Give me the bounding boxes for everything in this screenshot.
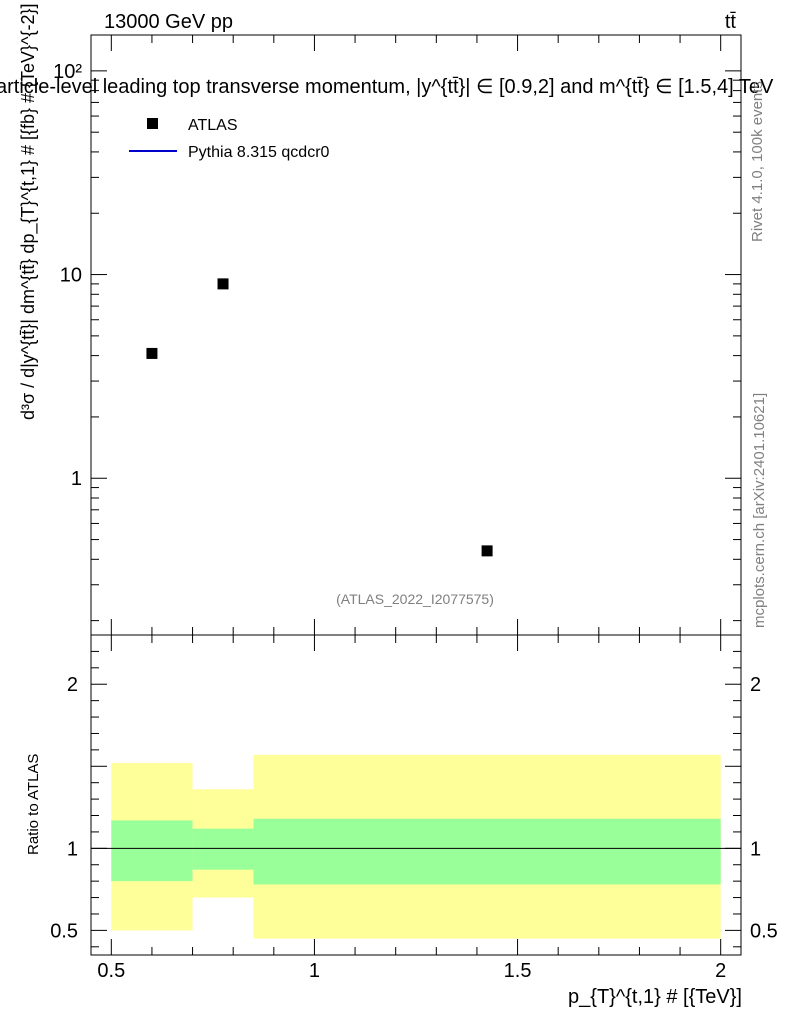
ratio-frame: [90, 634, 742, 956]
data-points: [146, 278, 493, 557]
ratio-y-tick-label-left: 2: [67, 674, 78, 696]
x-tick-label: 1: [309, 960, 320, 982]
ratio-y-axis-label: Ratio to ATLAS: [25, 754, 42, 855]
legend-label-atlas: ATLAS: [188, 117, 238, 134]
atlas-data-point: [481, 545, 493, 557]
analysis-id: (ATLAS_2022_I2077575): [336, 591, 494, 607]
ratio-y-tick-label-left: 0.5: [50, 920, 78, 942]
ratio-y-tick-label-left: 1: [67, 838, 78, 860]
main-y-axis-label: d³σ / d|y^{tt̄}| dm^{tt̄} dp_{T}^{t,1} #…: [18, 3, 39, 420]
ratio-y-tick-label-right: 1: [750, 838, 761, 860]
mcplots-label: mcplots.cern.ch [arXiv:2401.10621]: [751, 393, 768, 628]
band-inner-2: [253, 818, 721, 885]
main-y-tick-label: 10: [60, 265, 82, 287]
process-label: tt̄: [725, 11, 737, 33]
plot-title: article-level leading top transverse mom…: [0, 76, 774, 98]
x-tick-label: 2: [715, 960, 726, 982]
ratio-bands: [91, 754, 741, 939]
legend-marker-atlas: [147, 118, 158, 129]
ratio-y-tick-label-right: 2: [750, 674, 761, 696]
main-y-tick-label: 10²: [53, 61, 82, 83]
energy-label: 13000 GeV pp: [104, 11, 233, 33]
x-tick-label: 1.5: [504, 960, 532, 982]
atlas-data-point: [146, 347, 158, 359]
tick-labels: 0.5 1 1.5 2 1 10 10² 0.5 0.5 1 1 2 2: [50, 61, 778, 982]
legend-label-pythia: Pythia 8.315 qcdcr0: [188, 144, 330, 161]
band-inner-1: [192, 828, 254, 870]
rivet-label: Rivet 4.1.0, 100k events: [749, 81, 766, 242]
x-tick-label: 0.5: [97, 960, 125, 982]
ratio-y-tick-label-right: 0.5: [750, 920, 778, 942]
x-axis-label: p_{T}^{t,1} # [{TeV}]: [568, 986, 742, 1008]
axis-ticks: [91, 35, 741, 955]
main-y-tick-label: 1: [71, 468, 82, 490]
atlas-data-point: [217, 278, 229, 290]
band-inner-0: [111, 820, 193, 882]
